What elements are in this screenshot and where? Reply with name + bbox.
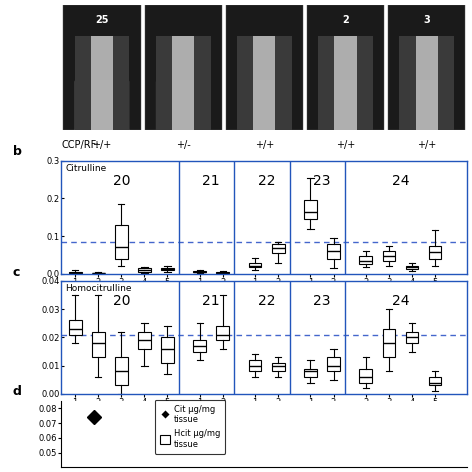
Text: 22: 22	[258, 174, 275, 188]
Text: 20: 20	[113, 174, 130, 188]
PathPatch shape	[429, 377, 441, 386]
Text: 24: 24	[392, 295, 409, 308]
PathPatch shape	[405, 266, 418, 270]
Legend: Cit μg/mg
tissue, Hcit μg/mg
tissue: Cit μg/mg tissue, Hcit μg/mg tissue	[155, 400, 225, 454]
Bar	[226, 5, 303, 130]
PathPatch shape	[161, 337, 174, 363]
Bar	[156, 36, 172, 130]
Text: +/-: +/-	[176, 140, 191, 150]
PathPatch shape	[138, 268, 151, 272]
Bar	[113, 36, 129, 130]
Bar	[388, 5, 465, 130]
Bar	[75, 36, 91, 130]
Text: 21: 21	[202, 295, 220, 308]
PathPatch shape	[194, 271, 206, 272]
Bar	[63, 5, 141, 130]
PathPatch shape	[382, 251, 395, 261]
PathPatch shape	[327, 357, 340, 371]
PathPatch shape	[382, 329, 395, 357]
PathPatch shape	[304, 200, 317, 219]
PathPatch shape	[161, 268, 174, 270]
PathPatch shape	[92, 332, 105, 357]
Bar	[144, 5, 222, 130]
FancyBboxPatch shape	[318, 80, 373, 132]
Text: 2: 2	[342, 15, 349, 25]
Bar	[438, 36, 454, 130]
Text: +/+: +/+	[255, 140, 274, 150]
PathPatch shape	[360, 369, 372, 383]
Text: 23: 23	[313, 295, 331, 308]
PathPatch shape	[360, 256, 372, 264]
Text: b: b	[13, 145, 22, 159]
Text: d: d	[13, 385, 22, 397]
PathPatch shape	[304, 369, 317, 377]
PathPatch shape	[217, 272, 229, 273]
Text: 23: 23	[313, 174, 331, 188]
Text: +/+: +/+	[93, 140, 111, 150]
PathPatch shape	[194, 340, 206, 352]
PathPatch shape	[217, 326, 229, 340]
Bar	[194, 36, 211, 130]
FancyBboxPatch shape	[75, 80, 129, 132]
Text: c: c	[13, 266, 20, 278]
Bar	[415, 36, 438, 130]
Text: +/+: +/+	[417, 140, 436, 150]
PathPatch shape	[249, 360, 261, 371]
Bar	[318, 36, 334, 130]
Text: 3: 3	[423, 15, 430, 25]
PathPatch shape	[69, 272, 82, 273]
Text: 20: 20	[113, 295, 130, 308]
Text: 24: 24	[392, 174, 409, 188]
Bar	[237, 36, 253, 130]
Bar	[276, 36, 292, 130]
Text: +/+: +/+	[336, 140, 355, 150]
Bar	[399, 36, 415, 130]
PathPatch shape	[327, 244, 340, 259]
Text: Homocitrulline: Homocitrulline	[66, 284, 132, 293]
Bar	[307, 5, 384, 130]
Text: 22: 22	[258, 295, 275, 308]
PathPatch shape	[69, 320, 82, 335]
Bar	[334, 36, 357, 130]
Bar	[357, 36, 373, 130]
FancyBboxPatch shape	[237, 80, 292, 132]
Text: 21: 21	[202, 174, 220, 188]
FancyBboxPatch shape	[156, 80, 211, 132]
PathPatch shape	[272, 363, 285, 371]
PathPatch shape	[272, 244, 285, 253]
PathPatch shape	[249, 262, 261, 267]
Text: Citrulline: Citrulline	[66, 164, 107, 173]
Bar	[91, 36, 113, 130]
Bar	[253, 36, 276, 130]
PathPatch shape	[115, 225, 127, 259]
PathPatch shape	[138, 332, 151, 349]
FancyBboxPatch shape	[399, 80, 454, 132]
PathPatch shape	[115, 357, 127, 386]
Text: CCP/RF:: CCP/RF:	[61, 140, 99, 150]
PathPatch shape	[405, 332, 418, 343]
Text: 25: 25	[95, 15, 109, 25]
Bar	[172, 36, 194, 130]
PathPatch shape	[429, 245, 441, 259]
